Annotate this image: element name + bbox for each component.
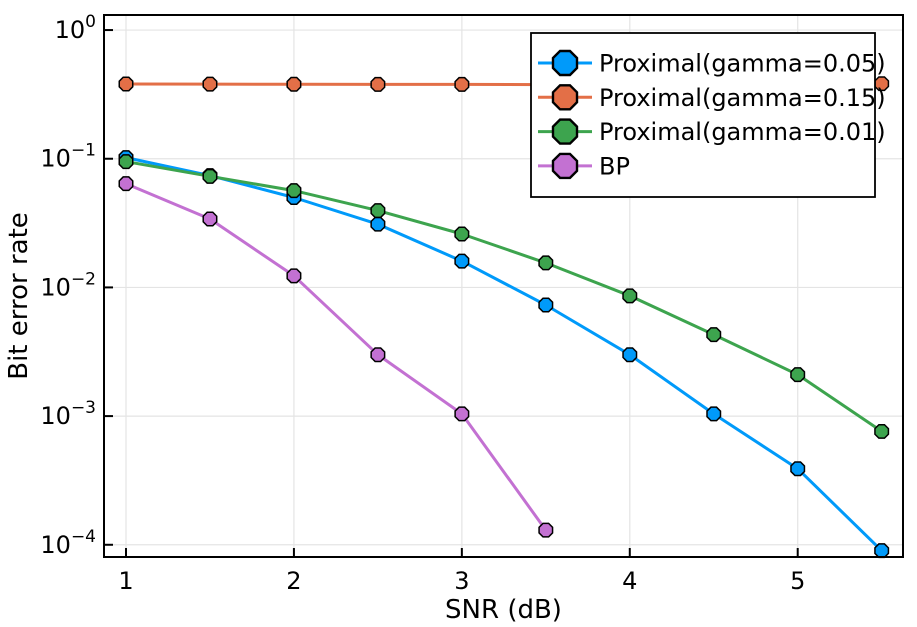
data-point-marker bbox=[790, 461, 806, 477]
data-point-marker bbox=[454, 76, 470, 92]
data-point-marker bbox=[454, 253, 470, 269]
legend-marker-icon bbox=[551, 152, 579, 180]
series-line bbox=[124, 160, 884, 433]
y-tick-label: 10−1 bbox=[40, 141, 96, 173]
data-point-marker bbox=[874, 543, 890, 559]
legend-entry: BP bbox=[538, 152, 630, 180]
data-point-marker bbox=[202, 76, 218, 92]
series-3 bbox=[118, 154, 890, 439]
data-point-marker bbox=[286, 76, 302, 92]
y-axis-title: Bit error rate bbox=[4, 212, 34, 380]
series-line bbox=[124, 182, 548, 532]
x-tick-label: 4 bbox=[622, 567, 637, 595]
data-point-marker bbox=[202, 211, 218, 227]
series-4 bbox=[118, 176, 554, 538]
x-axis-title: SNR (dB) bbox=[445, 595, 562, 625]
legend-box bbox=[530, 32, 876, 198]
y-tick-label: 10−4 bbox=[40, 527, 96, 559]
legend-marker-icon bbox=[551, 118, 579, 145]
data-point-marker bbox=[454, 406, 470, 422]
x-tick-label: 3 bbox=[454, 567, 469, 595]
data-point-marker bbox=[118, 76, 134, 92]
data-point-marker bbox=[538, 297, 554, 313]
legend-label: Proximal(gamma=0.15) bbox=[599, 84, 886, 112]
data-point-marker bbox=[538, 255, 554, 271]
data-point-marker bbox=[286, 183, 302, 199]
y-tick-label: 100 bbox=[55, 12, 96, 44]
data-point-marker bbox=[370, 347, 386, 363]
legend-entry: Proximal(gamma=0.15) bbox=[538, 84, 886, 112]
data-point-marker bbox=[370, 203, 386, 219]
legend-label: BP bbox=[599, 152, 630, 180]
data-point-marker bbox=[370, 216, 386, 232]
data-point-marker bbox=[622, 347, 638, 363]
data-point-marker bbox=[538, 522, 554, 538]
legend-marker-icon bbox=[551, 84, 579, 111]
data-point-marker bbox=[622, 288, 638, 304]
data-point-marker bbox=[874, 423, 890, 439]
legend-label: Proximal(gamma=0.05) bbox=[599, 50, 886, 78]
legend-marker-icon bbox=[551, 49, 579, 77]
data-point-marker bbox=[370, 76, 386, 92]
x-tick-label: 2 bbox=[286, 567, 301, 595]
data-point-marker bbox=[286, 268, 302, 284]
legend-entry: Proximal(gamma=0.05) bbox=[538, 50, 886, 78]
x-tick-label: 1 bbox=[118, 567, 133, 595]
x-tick-label: 5 bbox=[790, 567, 805, 595]
y-tick-label: 10−2 bbox=[40, 269, 96, 301]
data-point-marker bbox=[118, 154, 134, 170]
y-tick-label: 10−3 bbox=[40, 398, 96, 430]
data-point-marker bbox=[118, 176, 134, 192]
data-point-marker bbox=[454, 226, 470, 242]
data-point-marker bbox=[790, 367, 806, 383]
data-point-marker bbox=[706, 327, 722, 343]
legend: Proximal(gamma=0.05) Proximal(gamma=0.15)… bbox=[530, 32, 886, 198]
legend-label: Proximal(gamma=0.01) bbox=[599, 118, 886, 146]
series-line bbox=[124, 156, 884, 553]
data-point-marker bbox=[202, 168, 218, 184]
data-point-marker bbox=[706, 406, 722, 422]
legend-entry: Proximal(gamma=0.01) bbox=[538, 118, 886, 146]
axis-ticks bbox=[104, 29, 799, 557]
plot-frame bbox=[103, 14, 904, 558]
